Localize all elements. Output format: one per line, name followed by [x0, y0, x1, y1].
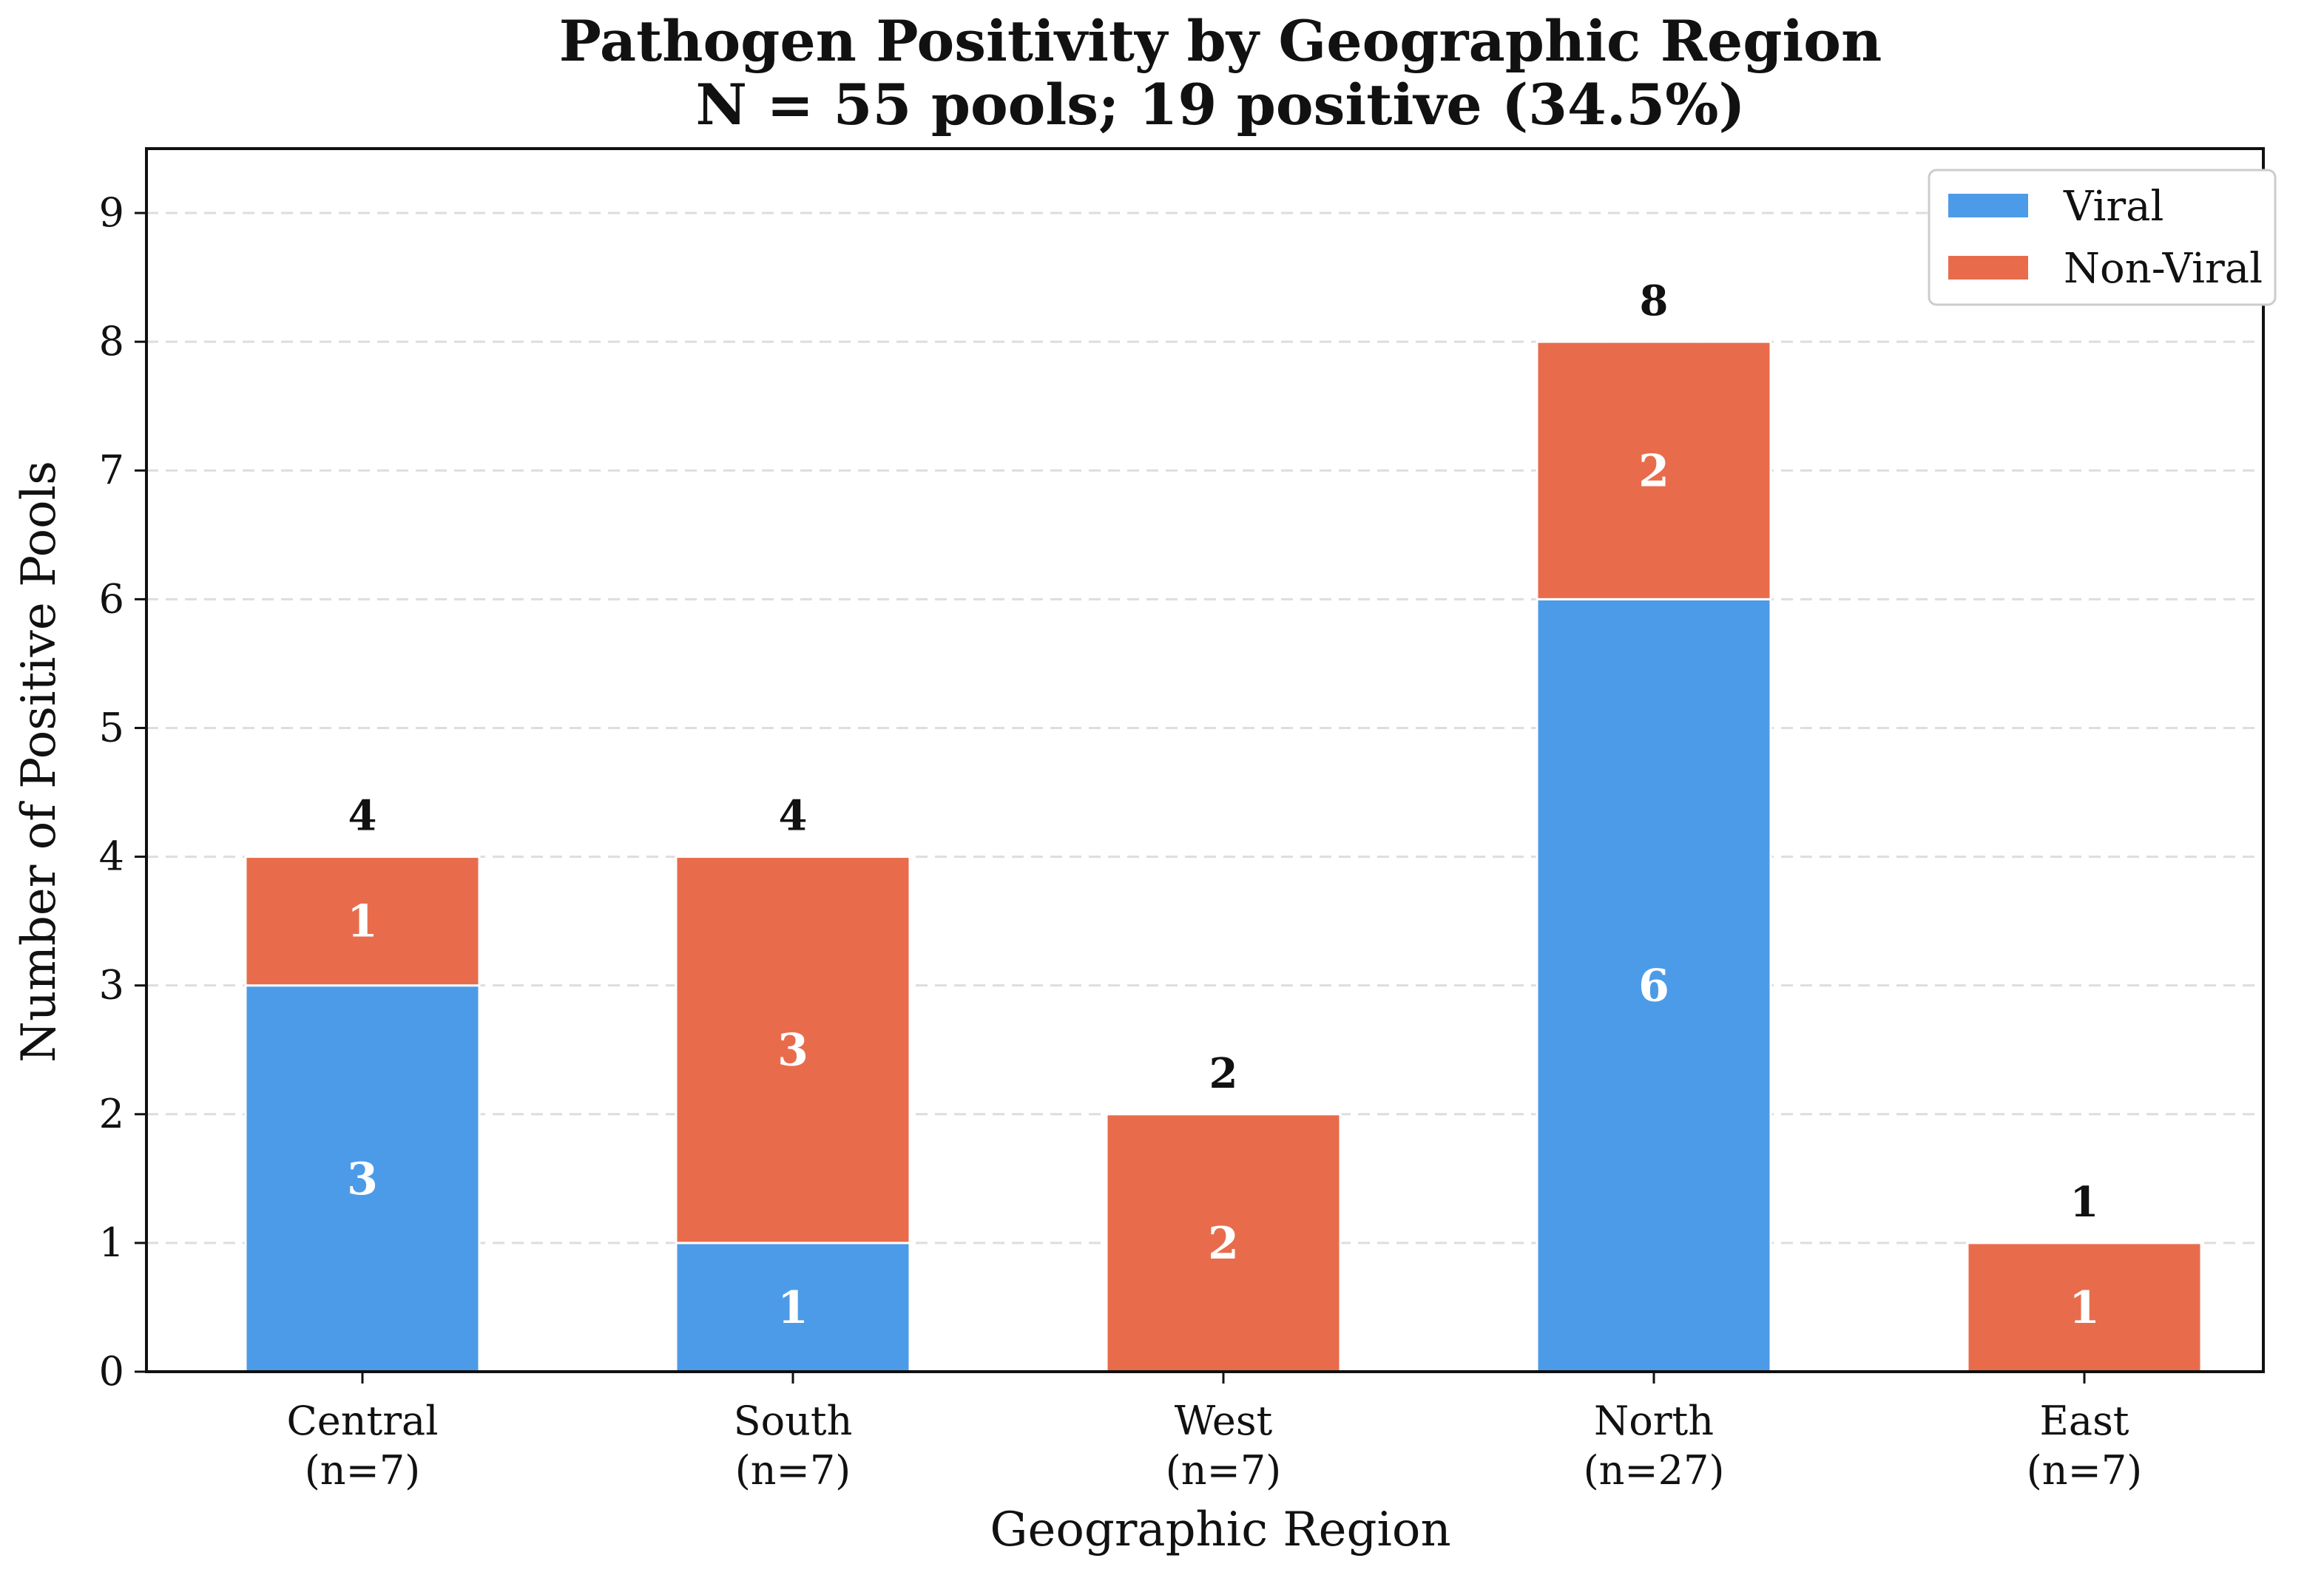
x-tick-label-south: South [734, 1398, 853, 1444]
y-axis-ticks: 0 1 2 3 4 5 6 7 8 9 [99, 189, 146, 1395]
legend-label-non-viral: Non-Viral [2064, 245, 2263, 293]
x-tick-count-north: (n=27) [1584, 1447, 1725, 1494]
bar-non-viral-west [1105, 1113, 1342, 1373]
bars [244, 340, 2203, 1373]
x-axis-label: Geographic Region [990, 1503, 1450, 1557]
bar-label-non-viral-central: 1 [347, 896, 378, 948]
x-tick-label-east: East [2039, 1398, 2129, 1444]
chart-subtitle: N = 55 pools; 19 positive (34.5%) [696, 72, 1746, 138]
bar-label-viral-south: 1 [777, 1282, 808, 1334]
bar-label-non-viral-west: 2 [1208, 1218, 1239, 1270]
x-tick-count-central: (n=7) [305, 1447, 421, 1494]
total-label-west: 2 [1209, 1049, 1238, 1098]
y-tick-label: 9 [99, 189, 124, 236]
x-tick-label-central: Central [286, 1398, 438, 1444]
bar-label-viral-central: 3 [347, 1154, 378, 1205]
x-tick-label-north: North [1594, 1398, 1714, 1444]
y-tick-label: 3 [99, 962, 124, 1009]
legend-label-viral: Viral [2063, 183, 2163, 231]
legend-swatch-non-viral [1948, 256, 2028, 280]
total-label-central: 4 [348, 792, 377, 841]
bar-label-viral-north: 6 [1638, 961, 1669, 1012]
bar-label-non-viral-north: 2 [1638, 445, 1669, 497]
y-tick-label: 2 [99, 1091, 124, 1137]
x-axis-ticks: Central(n=7)South(n=7)West(n=7)North(n=2… [286, 1372, 2142, 1494]
total-label-east: 1 [2070, 1178, 2099, 1227]
data-labels: 3 1 4 1 3 4 2 2 6 2 8 1 1 [347, 277, 2100, 1334]
bar-non-viral-east [1966, 1242, 2203, 1373]
legend: Viral Non-Viral [1928, 169, 2277, 306]
plot-frame [145, 147, 2265, 1373]
bar-non-viral-south [675, 856, 911, 1245]
bar-non-viral-central [244, 856, 481, 987]
y-tick-label: 5 [99, 704, 124, 751]
y-tick-label: 0 [99, 1348, 124, 1395]
x-tick-count-east: (n=7) [2027, 1447, 2143, 1494]
bar-viral-south [675, 1242, 911, 1373]
total-label-north: 8 [1640, 277, 1669, 325]
bar-label-non-viral-south: 3 [777, 1025, 808, 1077]
x-tick-count-west: (n=7) [1166, 1447, 1282, 1494]
legend-swatch-viral [1948, 194, 2028, 217]
y-tick-label: 7 [99, 447, 124, 493]
bar-label-non-viral-east: 1 [2069, 1282, 2100, 1334]
y-axis-label: Number of Positive Pools [12, 461, 67, 1063]
y-tick-label: 1 [99, 1219, 124, 1266]
y-tick-label: 8 [99, 318, 124, 365]
bar-viral-north [1536, 597, 1772, 1373]
y-tick-label: 4 [99, 833, 124, 880]
x-tick-count-south: (n=7) [735, 1447, 851, 1494]
bar-non-viral-north [1536, 340, 1772, 600]
chart-title: Pathogen Positivity by Geographic Region [559, 8, 1882, 74]
y-tick-label: 6 [99, 575, 124, 622]
x-tick-label-west: West [1175, 1398, 1273, 1444]
total-label-south: 4 [779, 792, 808, 841]
